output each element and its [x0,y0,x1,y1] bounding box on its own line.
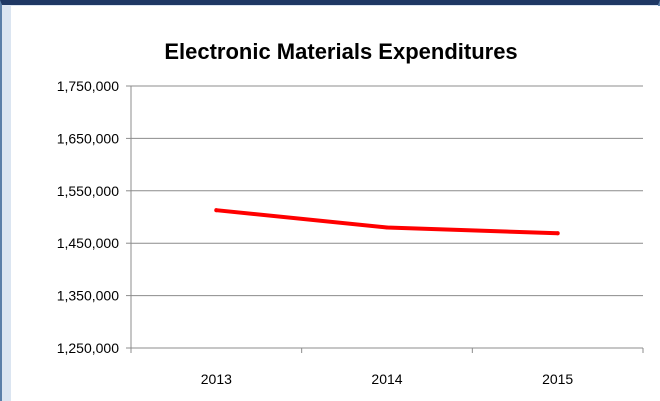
line-chart: Electronic Materials Expenditures 1,250,… [57,39,644,387]
x-tick-label: 2013 [201,371,232,387]
y-tick-label: 1,350,000 [57,288,119,304]
chart-panel: Electronic Materials Expenditures 1,250,… [11,6,660,401]
data-point [555,231,560,236]
x-tick-label: 2015 [542,371,573,387]
y-tick-label: 1,750,000 [57,78,119,94]
data-point [385,225,389,230]
gridlines [131,85,643,297]
x-axis-ticks: 2013 2014 2015 [130,348,644,387]
y-axis-ticks: 1,250,000 1,350,000 1,450,000 1,550,000 1,65… [57,78,131,356]
x-tick-label: 2014 [371,371,402,387]
data-point [214,208,219,213]
series-line [214,208,560,236]
y-tick-label: 1,650,000 [57,130,119,146]
axes [130,86,643,353]
chart-title: Electronic Materials Expenditures [164,39,517,64]
y-tick-label: 1,550,000 [57,183,119,199]
y-tick-label: 1,450,000 [57,235,119,251]
y-tick-label: 1,250,000 [57,340,119,356]
series-layer [214,208,560,236]
